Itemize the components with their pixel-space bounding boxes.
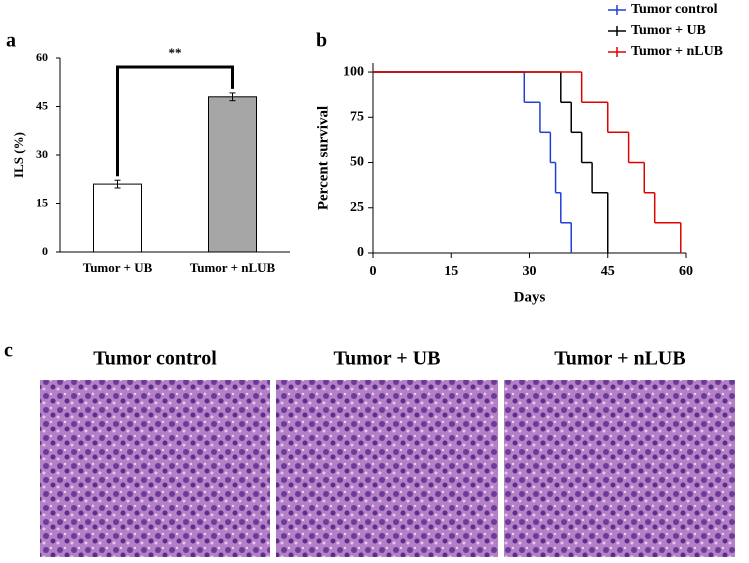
x-tick-label: 30 (523, 264, 537, 279)
bar (93, 183, 142, 253)
panel-label: c (4, 340, 13, 362)
y-axis-label: ILS (%) (11, 132, 26, 178)
x-tick-label: Tumor + nLUB (190, 260, 276, 275)
image-title: Tumor control (93, 348, 217, 370)
image-title: Tumor + UB (334, 348, 441, 370)
legend-label: Tumor + UB (631, 23, 706, 38)
legend-label: Tumor control (631, 2, 718, 17)
x-tick-label: 45 (601, 264, 615, 279)
bar (208, 96, 257, 253)
panel-label: b (316, 30, 327, 52)
y-tick-label: 45 (36, 98, 48, 112)
y-tick-label: 30 (36, 147, 48, 161)
x-tick-label: 15 (444, 264, 458, 279)
x-tick-label: Tumor + UB (83, 260, 153, 275)
histology-image (276, 380, 498, 557)
x-axis-label: Days (514, 289, 546, 305)
y-tick-label: 0 (357, 245, 364, 260)
legend-label: Tumor + nLUB (631, 44, 723, 59)
y-tick-label: 50 (350, 155, 364, 170)
y-tick-label: 60 (36, 50, 48, 64)
histology-image (40, 380, 270, 557)
y-axis-label: Percent survival (315, 106, 331, 210)
significance-label: ** (169, 45, 182, 60)
image-title: Tumor + nLUB (554, 348, 685, 370)
x-tick-label: 0 (370, 264, 377, 279)
histology-image (504, 380, 735, 557)
y-tick-label: 15 (36, 195, 48, 209)
panel-label: a (6, 30, 16, 52)
y-tick-label: 0 (42, 244, 48, 258)
y-tick-label: 100 (343, 64, 364, 79)
significance-bracket (116, 65, 234, 177)
y-tick-label: 25 (350, 200, 364, 215)
y-tick-label: 75 (350, 110, 364, 125)
x-tick-label: 60 (679, 264, 693, 279)
